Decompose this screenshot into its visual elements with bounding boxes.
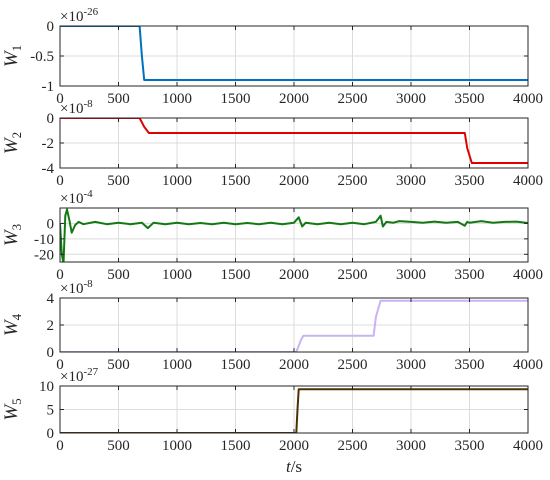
y-axis-label-subscript: 4 — [9, 313, 24, 320]
x-tick-label: 3500 — [455, 91, 485, 107]
x-tick-label: 4000 — [513, 438, 543, 454]
y-tick-label: 10 — [39, 379, 54, 395]
axis-exponent: ×10-26 — [60, 6, 99, 25]
panel-2: 0 500 1000 1500 2000 2500 3000 3500 4000 0 -2 -4 ×10… — [1, 98, 543, 189]
y-axis-label: W1 — [1, 45, 24, 67]
x-tick-label: 4000 — [513, 267, 543, 283]
y-axis-label: W4 — [1, 313, 24, 336]
x-tick-label: 2000 — [279, 357, 309, 373]
x-tick-label: 3000 — [396, 91, 426, 107]
x-tick-label: 1500 — [221, 267, 251, 283]
x-tick-label: 2500 — [338, 173, 368, 189]
x-tick-label: 500 — [107, 267, 130, 283]
x-tick-label: 1000 — [162, 173, 192, 189]
y-tick-label: -2 — [42, 136, 55, 152]
x-tick-label: 1000 — [162, 91, 192, 107]
x-tick-label: 0 — [56, 267, 64, 283]
panel-5: 0 500 1000 1500 2000 2500 3000 3500 4000 10 5 0 ×10-… — [1, 366, 543, 454]
axis-exponent-power: -27 — [83, 366, 98, 378]
axis-exponent-power: -26 — [83, 6, 98, 18]
x-tick-label: 1000 — [162, 357, 192, 373]
x-tick-label: 0 — [56, 438, 64, 454]
y-axis-label: W3 — [1, 224, 24, 246]
x-tick-label: 0 — [56, 173, 64, 189]
series-line — [60, 388, 528, 433]
x-tick-label: 3500 — [455, 357, 485, 373]
y-tick-label: -10 — [34, 232, 54, 248]
axis-exponent: ×10-8 — [60, 278, 93, 297]
axis-exponent: ×10-8 — [60, 98, 93, 117]
x-tick-label: 500 — [107, 357, 130, 373]
x-tick-label: 2500 — [338, 267, 368, 283]
x-axis-label-unit: /s — [291, 457, 302, 476]
y-tick-label: 0 — [47, 111, 55, 127]
x-tick-label: 2000 — [279, 91, 309, 107]
axis-exponent: ×10-4 — [60, 188, 93, 207]
x-tick-label: 500 — [107, 173, 130, 189]
panel-4: 0 500 1000 1500 2000 2500 3000 3500 4000 4 2 0 ×10-8… — [1, 278, 543, 373]
x-tick-label: 3000 — [396, 357, 426, 373]
y-axis-label-subscript: 2 — [9, 132, 24, 139]
y-axis-label-subscript: 1 — [9, 45, 24, 52]
x-tick-label: 500 — [107, 438, 130, 454]
y-tick-label: 0 — [47, 345, 55, 361]
x-tick-label: 2500 — [338, 91, 368, 107]
y-axis-label: W2 — [1, 132, 24, 154]
x-tick-label: 3500 — [455, 438, 485, 454]
x-tick-label: 3000 — [396, 173, 426, 189]
series-line — [60, 118, 528, 164]
x-axis-label: t/s — [286, 457, 302, 476]
panel-1: 0 500 1000 1500 2000 2500 3000 3500 4000 0 -0.5 -1 ×… — [1, 6, 543, 107]
axis-exponent-power: -4 — [83, 188, 93, 200]
x-tick-label: 1500 — [221, 91, 251, 107]
x-tick-label: 1000 — [162, 438, 192, 454]
y-tick-label: 0 — [47, 19, 55, 35]
y-tick-label: 0 — [47, 216, 55, 232]
x-tick-label: 4000 — [513, 357, 543, 373]
x-tick-label: 2500 — [338, 357, 368, 373]
y-tick-label: 5 — [47, 403, 55, 419]
y-tick-label: -1 — [42, 79, 55, 95]
series-line — [60, 26, 528, 81]
x-axis-label-variable: t — [286, 457, 292, 476]
axis-exponent-power: -8 — [83, 278, 93, 290]
x-tick-label: 1500 — [221, 438, 251, 454]
y-tick-label: -4 — [42, 161, 55, 177]
x-tick-label: 2000 — [279, 173, 309, 189]
x-tick-label: 1000 — [162, 267, 192, 283]
axis-exponent: ×10-27 — [60, 366, 99, 385]
y-axis-label-subscript: 5 — [9, 398, 24, 405]
x-tick-label: 0 — [56, 357, 64, 373]
x-tick-label: 3000 — [396, 267, 426, 283]
x-tick-label: 500 — [107, 91, 130, 107]
x-tick-label: 4000 — [513, 91, 543, 107]
y-tick-label: 2 — [47, 318, 55, 334]
x-tick-label: 3500 — [455, 173, 485, 189]
y-axis-label: W5 — [1, 398, 24, 420]
series-line — [60, 299, 528, 352]
x-tick-label: 4000 — [513, 173, 543, 189]
x-tick-label: 2500 — [338, 438, 368, 454]
y-tick-label: 0 — [47, 426, 55, 442]
x-tick-label: 3500 — [455, 267, 485, 283]
series-line — [60, 208, 528, 262]
axis-exponent-power: -8 — [83, 98, 93, 110]
panel-3: 0 500 1000 1500 2000 2500 3000 3500 40000-10-20×… — [1, 188, 543, 283]
y-tick-label: -0.5 — [30, 49, 54, 65]
y-tick-label: -20 — [34, 247, 54, 263]
y-axis-label-subscript: 3 — [9, 224, 24, 231]
x-tick-label: 2000 — [279, 438, 309, 454]
y-tick-label: 4 — [47, 291, 55, 307]
x-tick-label: 1500 — [221, 173, 251, 189]
x-tick-label: 0 — [56, 91, 64, 107]
x-tick-label: 3000 — [396, 438, 426, 454]
x-tick-label: 1500 — [221, 357, 251, 373]
x-tick-label: 2000 — [279, 267, 309, 283]
